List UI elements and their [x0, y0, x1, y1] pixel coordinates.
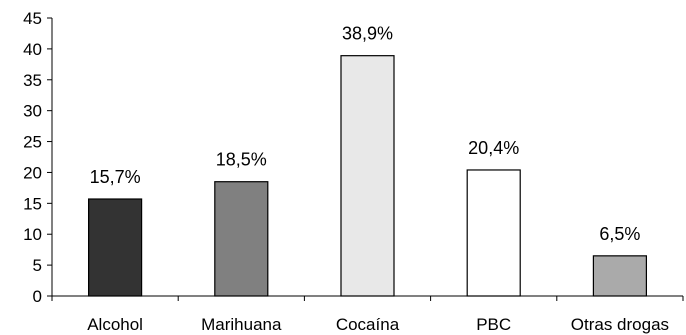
- x-category-label: Cocaína: [336, 315, 400, 334]
- y-axis: 0 5 10 15 20 25 30 35 40 45: [23, 9, 53, 306]
- y-tick-label: 15: [23, 194, 42, 213]
- y-tick-label: 30: [23, 102, 42, 121]
- bar: [466, 169, 521, 297]
- bar: [340, 55, 395, 297]
- y-tick-label: 45: [23, 9, 42, 28]
- bar: [592, 255, 648, 297]
- y-tick-label: 35: [23, 71, 42, 90]
- x-category-label: Otras drogas: [571, 315, 669, 334]
- y-tick-label: 40: [23, 40, 42, 59]
- x-category-label: Marihuana: [201, 315, 282, 334]
- y-tick-label: 0: [33, 287, 42, 306]
- x-axis: Alcohol Marihuana Cocaína PBC Otras drogas: [51, 295, 684, 334]
- y-tick-label: 20: [23, 163, 42, 182]
- y-tick-label: 5: [33, 256, 42, 275]
- bars: [87, 55, 648, 297]
- data-label: 18,5%: [216, 150, 267, 170]
- data-labels: 15,7% 18,5% 38,9% 20,4% 6,5%: [90, 24, 641, 244]
- x-category-label: Alcohol: [87, 315, 143, 334]
- y-tick-label: 25: [23, 133, 42, 152]
- y-tick-label: 10: [23, 225, 42, 244]
- data-label: 6,5%: [599, 224, 640, 244]
- data-label: 15,7%: [90, 167, 141, 187]
- bar: [214, 181, 269, 297]
- data-label: 38,9%: [342, 24, 393, 44]
- x-category-label: PBC: [476, 315, 511, 334]
- bar: [87, 198, 143, 297]
- data-label: 20,4%: [468, 138, 519, 158]
